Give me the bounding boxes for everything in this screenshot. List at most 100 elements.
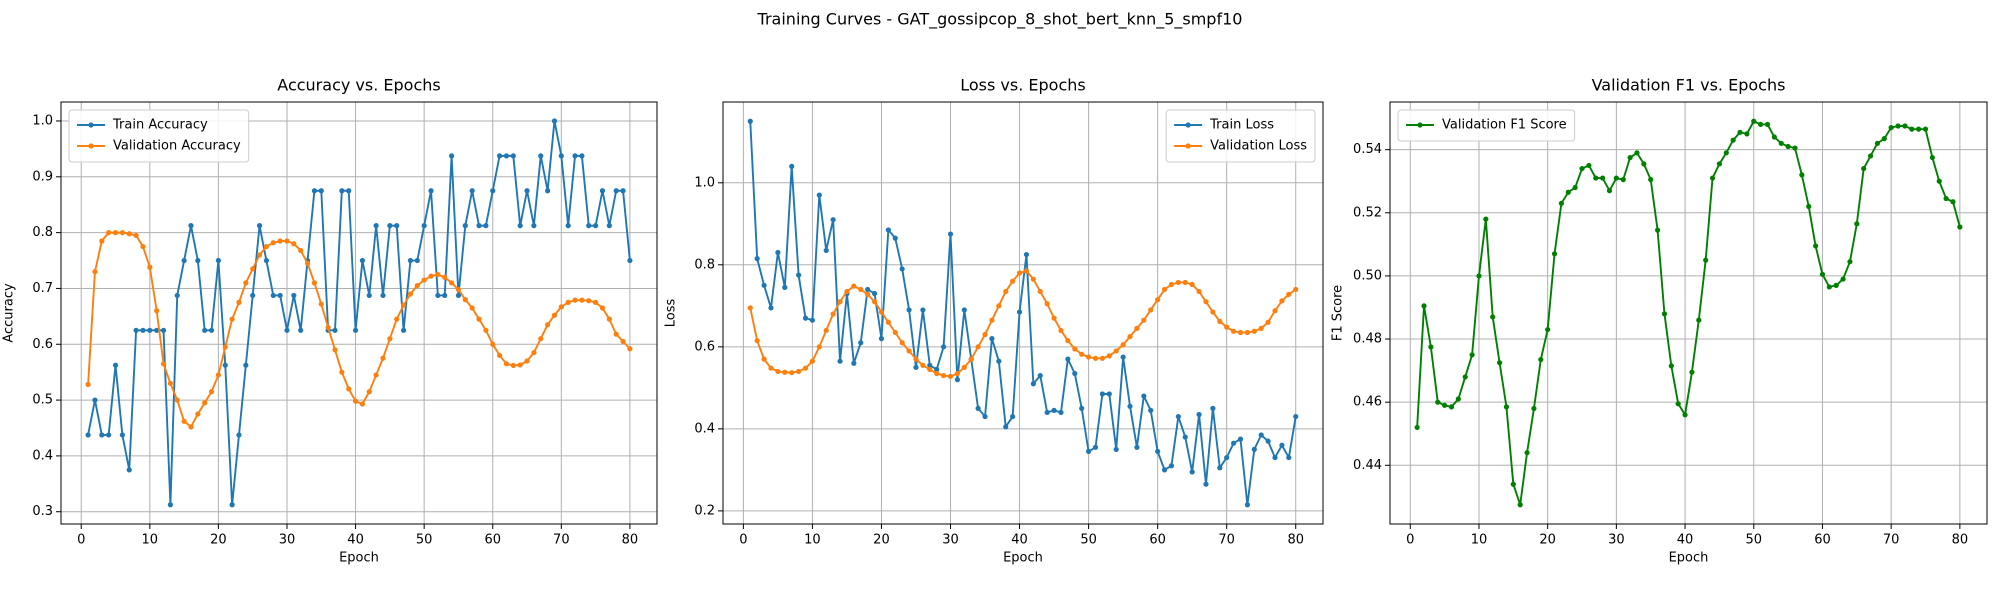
point-marker (208, 327, 215, 333)
point-marker (462, 297, 468, 303)
y-tick-label: 1.0 (32, 113, 53, 128)
point-marker (816, 344, 822, 350)
point-marker (1867, 153, 1874, 159)
point-marker (243, 362, 249, 368)
point-marker (599, 305, 606, 311)
point-marker (1682, 412, 1688, 418)
point-marker (865, 286, 871, 293)
point-marker (1182, 434, 1188, 440)
point-marker (346, 188, 352, 194)
point-marker (1462, 374, 1468, 380)
point-marker (1293, 286, 1299, 293)
point-marker (1092, 444, 1099, 450)
point-marker (510, 362, 516, 369)
x-tick-label: 50 (1080, 533, 1097, 548)
point-marker (802, 315, 809, 321)
point-marker (421, 223, 427, 229)
point-marker (181, 418, 187, 424)
point-marker (920, 362, 926, 368)
point-marker (503, 361, 510, 367)
point-marker (1558, 200, 1565, 206)
x-tick-label: 20 (1539, 533, 1556, 548)
point-marker (1141, 393, 1147, 399)
point-marker (1936, 178, 1942, 184)
point-marker (613, 331, 619, 337)
point-marker (1203, 481, 1209, 487)
point-marker (531, 223, 537, 229)
series-line (87, 120, 631, 506)
point-marker (400, 302, 407, 308)
point-marker (1244, 329, 1250, 336)
point-marker (496, 153, 503, 159)
legend-marker (88, 122, 94, 128)
point-marker (215, 372, 222, 378)
point-marker (1085, 354, 1092, 360)
point-marker (490, 188, 496, 194)
point-marker (754, 256, 760, 262)
point-marker (1785, 143, 1791, 150)
point-marker (1874, 140, 1881, 146)
point-marker (1065, 338, 1071, 344)
point-marker (263, 243, 270, 250)
point-marker (1210, 309, 1216, 315)
point-marker (407, 257, 414, 264)
y-tick-label: 0.5 (32, 393, 53, 408)
point-marker (1483, 216, 1489, 222)
point-marker (1134, 444, 1140, 450)
point-marker (551, 312, 558, 318)
point-marker (565, 299, 571, 305)
point-marker (989, 317, 995, 323)
point-marker (140, 327, 146, 333)
point-marker (593, 223, 599, 229)
y-tick-label: 0.54 (1353, 142, 1382, 157)
point-marker (291, 241, 297, 247)
x-axis-label: Epoch (339, 551, 379, 566)
point-marker (837, 299, 843, 305)
point-marker (538, 336, 544, 342)
point-marker (414, 283, 420, 289)
y-tick-label: 0.7 (32, 281, 53, 296)
y-tick-label: 0.4 (694, 421, 715, 436)
point-marker (1799, 172, 1805, 178)
point-marker (1565, 189, 1571, 195)
point-marker (1217, 465, 1223, 471)
point-marker (816, 192, 822, 198)
x-tick-label: 10 (142, 533, 159, 548)
point-marker (154, 327, 160, 333)
point-marker (263, 257, 270, 264)
point-marker (99, 238, 105, 244)
point-marker (940, 372, 947, 379)
point-marker (298, 327, 304, 333)
point-marker (106, 230, 112, 236)
point-marker (627, 257, 633, 264)
point-marker (934, 366, 940, 372)
point-marker (455, 292, 462, 299)
series-line (1416, 120, 1961, 506)
point-marker (517, 223, 523, 229)
point-marker (510, 153, 516, 159)
point-marker (1168, 463, 1175, 469)
point-marker (1217, 318, 1223, 325)
series-line (87, 231, 631, 428)
point-marker (747, 118, 753, 124)
point-marker (1620, 177, 1626, 183)
point-marker (961, 307, 967, 313)
point-marker (858, 340, 864, 346)
point-marker (1503, 404, 1510, 410)
point-marker (352, 398, 359, 404)
point-marker (1010, 278, 1016, 284)
point-marker (1435, 399, 1441, 405)
point-marker (126, 467, 132, 473)
point-marker (298, 247, 304, 254)
point-marker (160, 361, 167, 367)
point-marker (531, 350, 537, 356)
point-marker (1517, 502, 1523, 508)
point-marker (579, 297, 585, 303)
point-marker (387, 223, 393, 229)
x-tick-label: 80 (622, 533, 639, 548)
point-marker (1286, 454, 1292, 461)
point-marker (1771, 134, 1777, 140)
point-marker (1606, 188, 1613, 194)
subplot-title: Loss vs. Epochs (960, 76, 1085, 95)
point-marker (1051, 315, 1057, 321)
